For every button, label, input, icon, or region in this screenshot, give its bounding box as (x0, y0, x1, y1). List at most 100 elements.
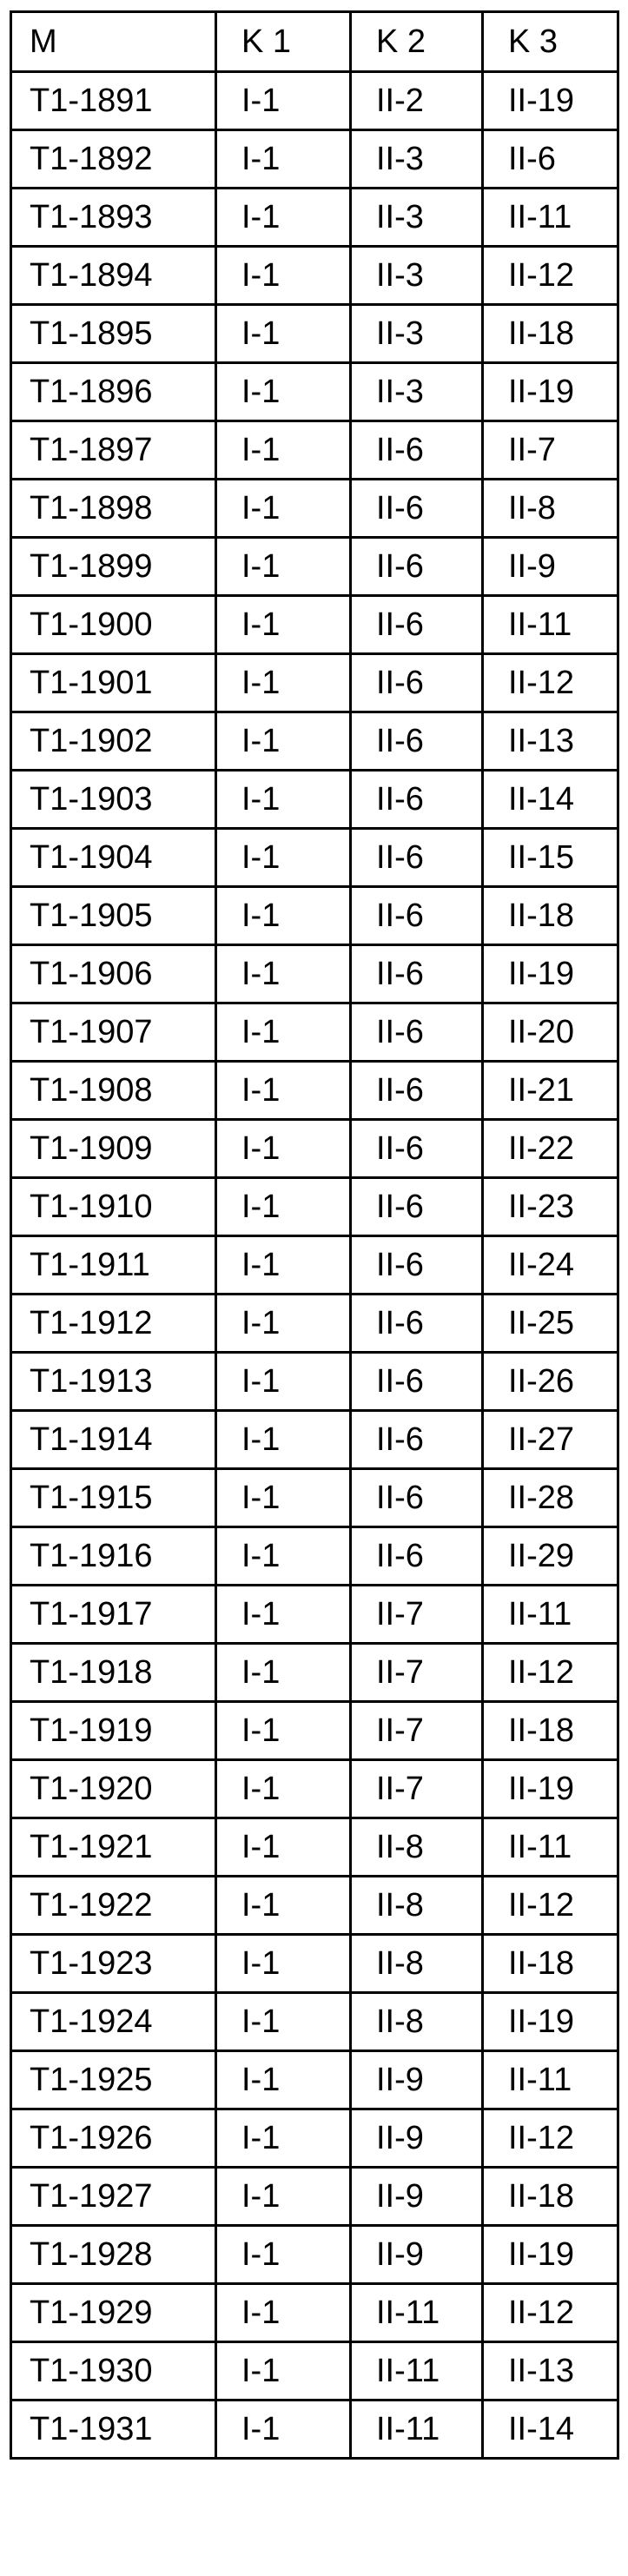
cell-k3: II-14 (481, 769, 619, 830)
column-header-k1: K 1 (215, 10, 352, 73)
table-row: T1-1899 I-1 II-6 II-9 (10, 536, 619, 597)
cell-k2: II-6 (349, 827, 484, 888)
cell-k1: I-1 (215, 2224, 352, 2285)
table-row: T1-1927 I-1 II-9 II-18 (10, 2166, 619, 2227)
table-row: T1-1900 I-1 II-6 II-11 (10, 594, 619, 655)
table-row: T1-1916 I-1 II-6 II-29 (10, 1526, 619, 1586)
cell-k2: II-7 (349, 1642, 484, 1703)
cell-k3: II-6 (481, 129, 619, 189)
table-row: T1-1910 I-1 II-6 II-23 (10, 1176, 619, 1237)
cell-k3: II-18 (481, 1700, 619, 1761)
cell-k1: I-1 (215, 1467, 352, 1528)
cell-m: T1-1916 (10, 1526, 217, 1586)
cell-m: T1-1894 (10, 245, 217, 306)
cell-m: T1-1898 (10, 478, 217, 539)
cell-k1: I-1 (215, 1933, 352, 1994)
table-row: T1-1913 I-1 II-6 II-26 (10, 1351, 619, 1412)
table-row: T1-1922 I-1 II-8 II-12 (10, 1875, 619, 1936)
cell-k2: II-6 (349, 594, 484, 655)
cell-k3: II-12 (481, 2108, 619, 2169)
table-row: T1-1920 I-1 II-7 II-19 (10, 1758, 619, 1819)
table-row: T1-1908 I-1 II-6 II-21 (10, 1060, 619, 1121)
cell-k2: II-6 (349, 1409, 484, 1470)
cell-k2: II-6 (349, 711, 484, 771)
cell-m: T1-1930 (10, 2341, 217, 2401)
cell-k3: II-11 (481, 1817, 619, 1877)
table-row: T1-1902 I-1 II-6 II-13 (10, 711, 619, 771)
cell-m: T1-1896 (10, 361, 217, 422)
cell-k2: II-6 (349, 1002, 484, 1063)
cell-k2: II-8 (349, 1875, 484, 1936)
cell-k3: II-21 (481, 1060, 619, 1121)
cell-k2: II-7 (349, 1584, 484, 1645)
cell-k1: I-1 (215, 1060, 352, 1121)
cell-m: T1-1912 (10, 1293, 217, 1354)
cell-m: T1-1909 (10, 1118, 217, 1179)
cell-k3: II-18 (481, 303, 619, 364)
cell-k2: II-6 (349, 1060, 484, 1121)
cell-k2: II-6 (349, 536, 484, 597)
cell-m: T1-1895 (10, 303, 217, 364)
table-row: T1-1929 I-1 II-11 II-12 (10, 2282, 619, 2343)
table-row: T1-1915 I-1 II-6 II-28 (10, 1467, 619, 1528)
cell-k2: II-6 (349, 478, 484, 539)
cell-k3: II-18 (481, 1933, 619, 1994)
cell-k1: I-1 (215, 70, 352, 131)
cell-k2: II-3 (349, 129, 484, 189)
cell-k2: II-6 (349, 1176, 484, 1237)
cell-m: T1-1907 (10, 1002, 217, 1063)
cell-m: T1-1921 (10, 1817, 217, 1877)
cell-k3: II-19 (481, 70, 619, 131)
cell-k3: II-29 (481, 1526, 619, 1586)
cell-m: T1-1926 (10, 2108, 217, 2169)
cell-k2: II-6 (349, 1526, 484, 1586)
cell-k2: II-7 (349, 1758, 484, 1819)
cell-m: T1-1920 (10, 1758, 217, 1819)
table-row: T1-1911 I-1 II-6 II-24 (10, 1235, 619, 1295)
table-row: T1-1901 I-1 II-6 II-12 (10, 652, 619, 713)
cell-k2: II-2 (349, 70, 484, 131)
cell-k3: II-19 (481, 2224, 619, 2285)
table-row: T1-1892 I-1 II-3 II-6 (10, 129, 619, 189)
cell-k2: II-6 (349, 420, 484, 480)
table-row: T1-1895 I-1 II-3 II-18 (10, 303, 619, 364)
cell-k2: II-11 (349, 2282, 484, 2343)
cell-k2: II-3 (349, 245, 484, 306)
table-body: T1-1891 I-1 II-2 II-19 T1-1892 I-1 II-3 II-6 T1-… (10, 70, 619, 2460)
cell-m: T1-1931 (10, 2399, 217, 2460)
column-header-k3: K 3 (481, 10, 619, 73)
cell-k3: II-11 (481, 187, 619, 248)
table-row: T1-1903 I-1 II-6 II-14 (10, 769, 619, 830)
cell-k3: II-15 (481, 827, 619, 888)
cell-k1: I-1 (215, 1700, 352, 1761)
cell-k1: I-1 (215, 1409, 352, 1470)
cell-k3: II-18 (481, 2166, 619, 2227)
cell-k1: I-1 (215, 2050, 352, 2110)
table-row: T1-1914 I-1 II-6 II-27 (10, 1409, 619, 1470)
cell-k1: I-1 (215, 478, 352, 539)
cell-k3: II-18 (481, 885, 619, 946)
column-header-m: M (10, 10, 217, 73)
table-row: T1-1928 I-1 II-9 II-19 (10, 2224, 619, 2285)
cell-m: T1-1902 (10, 711, 217, 771)
table-row: T1-1921 I-1 II-8 II-11 (10, 1817, 619, 1877)
cell-k3: II-8 (481, 478, 619, 539)
cell-k1: I-1 (215, 652, 352, 713)
cell-k2: II-6 (349, 652, 484, 713)
cell-k2: II-3 (349, 187, 484, 248)
table-row: T1-1918 I-1 II-7 II-12 (10, 1642, 619, 1703)
cell-m: T1-1892 (10, 129, 217, 189)
cell-k1: I-1 (215, 420, 352, 480)
cell-k1: I-1 (215, 711, 352, 771)
cell-k1: I-1 (215, 1176, 352, 1237)
cell-m: T1-1906 (10, 944, 217, 1004)
cell-k3: II-11 (481, 594, 619, 655)
table-row: T1-1926 I-1 II-9 II-12 (10, 2108, 619, 2169)
cell-k3: II-7 (481, 420, 619, 480)
cell-k2: II-9 (349, 2166, 484, 2227)
table-row: T1-1906 I-1 II-6 II-19 (10, 944, 619, 1004)
table-row: T1-1912 I-1 II-6 II-25 (10, 1293, 619, 1354)
cell-k2: II-3 (349, 303, 484, 364)
cell-k3: II-12 (481, 245, 619, 306)
cell-m: T1-1891 (10, 70, 217, 131)
